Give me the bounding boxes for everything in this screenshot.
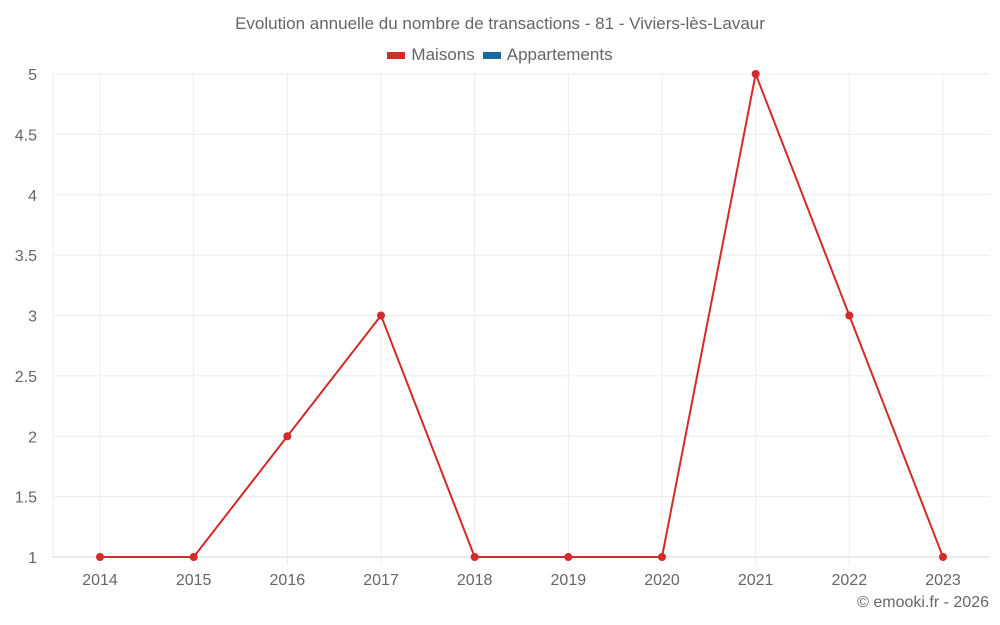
y-tick-label: 4	[28, 188, 37, 205]
y-tick-label: 2.5	[15, 369, 37, 386]
x-tick-label: 2017	[363, 572, 399, 589]
legend-item-maisons[interactable]: Maisons	[387, 45, 475, 65]
data-point[interactable]	[845, 311, 854, 320]
x-tick-label: 2021	[738, 572, 774, 589]
data-point[interactable]	[751, 70, 760, 78]
legend-swatch-maisons	[387, 51, 406, 59]
legend-swatch-appartements	[482, 51, 501, 59]
x-tick-label: 2019	[551, 572, 587, 589]
y-tick-label: 5	[28, 67, 37, 84]
y-tick-label: 3.5	[15, 248, 37, 265]
y-tick-label: 1.5	[15, 490, 37, 507]
y-tick-label: 1	[28, 550, 37, 567]
credit-text: © emooki.fr - 2026	[857, 594, 989, 611]
data-point[interactable]	[189, 553, 198, 561]
x-tick-label: 2014	[82, 572, 118, 589]
legend-item-appartements[interactable]: Appartements	[482, 45, 613, 65]
x-tick-label: 2020	[644, 572, 680, 589]
y-tick-label: 3	[28, 309, 37, 326]
legend-label-appartements: Appartements	[506, 45, 613, 64]
data-point[interactable]	[658, 553, 666, 561]
chart-legend: Maisons Appartements	[0, 45, 1000, 65]
data-point[interactable]	[283, 432, 292, 441]
legend-label-maisons: Maisons	[411, 45, 475, 64]
series-line-maisons	[100, 70, 944, 558]
y-tick-label: 2	[28, 429, 37, 446]
data-point[interactable]	[939, 553, 947, 561]
y-tick-label: 4.5	[15, 127, 37, 144]
x-tick-label: 2016	[270, 572, 306, 589]
x-tick-label: 2022	[832, 572, 868, 589]
x-tick-label: 2023	[925, 572, 961, 589]
chart-title: Evolution annuelle du nombre de transact…	[235, 14, 765, 33]
data-point[interactable]	[377, 311, 385, 320]
x-tick-label: 2015	[176, 572, 212, 589]
data-point[interactable]	[96, 553, 104, 561]
x-tick-label: 2018	[457, 572, 493, 589]
data-point[interactable]	[470, 553, 479, 561]
data-point[interactable]	[564, 553, 573, 561]
